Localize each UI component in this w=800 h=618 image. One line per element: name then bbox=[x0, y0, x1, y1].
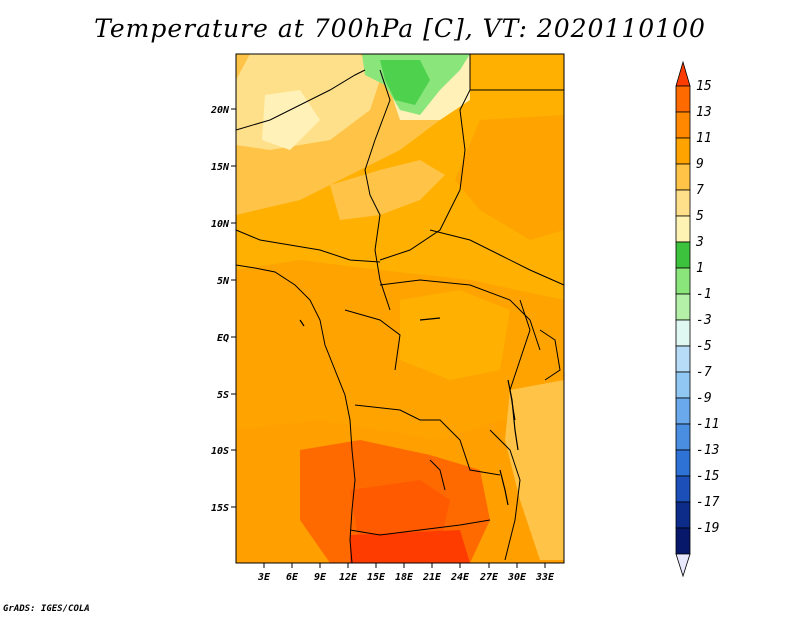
colorbar-label: 11 bbox=[696, 131, 712, 146]
colorbar-label: -1 bbox=[696, 287, 712, 302]
lake-malawi bbox=[499, 469, 509, 506]
lon-axis: 3E 6E 9E 12E 15E 18E 21E 24E 27E 30E 33E bbox=[257, 563, 555, 583]
lat-tick-label: 5S bbox=[217, 390, 229, 401]
colorbar-segment bbox=[675, 137, 691, 165]
map-frame bbox=[235, 53, 565, 564]
border-lake-victoria bbox=[539, 329, 561, 381]
map-panel: 20N 15N 10N 5N EQ 5S 10S 15S 3E 6E 9E 12… bbox=[210, 53, 565, 583]
colorbar-segment bbox=[675, 371, 691, 399]
colorbar-segment bbox=[675, 163, 691, 191]
lon-tick-label: 3E bbox=[257, 572, 271, 583]
colorbar-segment bbox=[675, 241, 691, 269]
country-borders bbox=[235, 54, 565, 564]
colorbar-label: -7 bbox=[696, 365, 712, 380]
colorbar-segment bbox=[675, 189, 691, 217]
colorbar-segment bbox=[675, 345, 691, 373]
lon-tick-label: 12E bbox=[339, 572, 358, 583]
colorbar-label: -11 bbox=[696, 417, 719, 432]
colorbar-label: 1 bbox=[696, 261, 704, 276]
lon-tick-label: 18E bbox=[395, 572, 414, 583]
colorbar-label: 13 bbox=[696, 105, 712, 120]
lake-tanganyika bbox=[507, 379, 519, 451]
lat-tick-label: 15S bbox=[211, 503, 229, 514]
lon-tick-label: 30E bbox=[507, 572, 527, 583]
border-east-sahara bbox=[379, 54, 471, 261]
colorbar-label: 5 bbox=[696, 209, 704, 224]
colorbar-label: -17 bbox=[696, 495, 720, 510]
lake-congo-river bbox=[419, 317, 441, 321]
mild-band-sahel bbox=[330, 160, 445, 220]
colorbar-label: -3 bbox=[696, 313, 712, 328]
lat-tick-label: 15N bbox=[211, 162, 230, 173]
border-zambia-east bbox=[489, 429, 521, 561]
lake-small-west bbox=[299, 319, 305, 327]
lat-tick-label: 10S bbox=[211, 446, 229, 457]
border-north-west bbox=[235, 69, 366, 131]
lon-tick-label: 9E bbox=[314, 572, 327, 583]
colorbar-top-arrow bbox=[675, 60, 691, 87]
border-angola-namibia bbox=[349, 519, 491, 536]
border-car-drc bbox=[379, 279, 541, 351]
border-sahel bbox=[235, 229, 381, 263]
cool-patch-green bbox=[380, 60, 430, 105]
colorbar-segment bbox=[675, 85, 691, 113]
lakes bbox=[299, 317, 519, 506]
colorbar-label: -13 bbox=[696, 443, 719, 458]
border-angola-drc bbox=[354, 404, 501, 476]
coastline-west bbox=[235, 264, 356, 564]
east-highlands-zone bbox=[505, 380, 564, 560]
credit-text: GrADS: IGES/COLA bbox=[3, 604, 90, 614]
colorbar-segment bbox=[675, 423, 691, 451]
colorbar-label: 7 bbox=[696, 183, 704, 198]
border-central-ns bbox=[364, 69, 391, 311]
lon-tick-label: 27E bbox=[479, 572, 499, 583]
border-sudan-south bbox=[429, 229, 565, 286]
lat-axis: 20N 15N 10N 5N EQ 5S 10S 15S bbox=[210, 105, 236, 514]
southern-hottest-zone bbox=[350, 530, 470, 563]
colorbar-segment bbox=[675, 293, 691, 321]
east-warm-zone bbox=[455, 115, 564, 240]
map-title: Temperature at 700hPa [C], VT: 202011010… bbox=[94, 14, 706, 43]
colorbar-bottom-arrow bbox=[675, 553, 691, 578]
colorbar: 15 13 11 9 7 5 3 1 -1 -3 -5 -7 -9 -11 -13 -15 -17 -19 bbox=[675, 60, 720, 578]
colorbar-label: 15 bbox=[696, 79, 712, 94]
colorbar-segment bbox=[675, 319, 691, 347]
colorbar-label: -5 bbox=[696, 339, 712, 354]
colorbar-segment bbox=[675, 215, 691, 243]
colorbar-segment bbox=[675, 527, 691, 555]
colorbar-segment bbox=[675, 397, 691, 425]
lat-tick-label: 10N bbox=[211, 219, 230, 230]
lon-tick-label: 33E bbox=[535, 572, 555, 583]
colorbar-label: 9 bbox=[696, 157, 704, 172]
lon-tick-label: 21E bbox=[422, 572, 442, 583]
lon-tick-label: 6E bbox=[286, 572, 299, 583]
lat-tick-label: 5N bbox=[217, 276, 230, 287]
colorbar-label: -9 bbox=[696, 391, 712, 406]
colorbar-label: -15 bbox=[696, 469, 720, 484]
colorbar-segment bbox=[675, 267, 691, 295]
colorbar-label: 3 bbox=[695, 235, 704, 250]
pale-patch-west bbox=[262, 90, 320, 150]
border-congo bbox=[344, 309, 401, 371]
colorbar-segment bbox=[675, 501, 691, 529]
colorbar-segment bbox=[675, 475, 691, 503]
lon-tick-label: 24E bbox=[450, 572, 470, 583]
lat-tick-label: EQ bbox=[217, 333, 229, 344]
border-inner-south bbox=[429, 459, 446, 491]
colorbar-label: -19 bbox=[696, 521, 719, 536]
congo-mid-zone bbox=[400, 290, 510, 380]
lat-tick-label: 20N bbox=[210, 105, 230, 116]
colorbar-segment bbox=[675, 449, 691, 477]
lon-tick-label: 15E bbox=[367, 572, 386, 583]
colorbar-segment bbox=[675, 111, 691, 139]
